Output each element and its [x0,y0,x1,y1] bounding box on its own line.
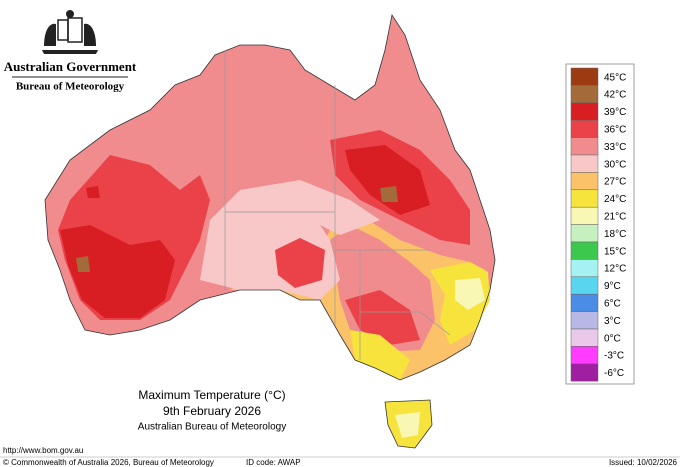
legend-swatch [570,259,599,278]
legend-label: 0°C [604,333,621,344]
legend-label: 24°C [604,194,626,205]
legend-swatch [570,276,599,295]
legend-label: 33°C [604,142,626,153]
legend-swatch [570,189,599,208]
legend-swatch [570,311,599,330]
legend-label: 9°C [604,281,621,292]
map-date: 9th February 2026 [163,404,261,418]
legend-label: 3°C [604,316,621,327]
legend-label: 18°C [604,229,626,240]
legend-swatch [570,363,599,382]
legend-label: 30°C [604,159,626,170]
coat-of-arms [42,10,98,54]
legend-label: 39°C [604,107,626,118]
legend-label: 15°C [604,246,626,257]
agency-name: Bureau of Meteorology [16,81,125,93]
legend-swatch [570,172,599,191]
legend-swatch [570,119,599,138]
legend-label: 27°C [604,177,626,188]
map-title: Maximum Temperature (°C) [138,388,285,402]
legend-swatch [570,67,599,86]
legend-swatch [570,224,599,243]
legend-label: 42°C [604,90,626,101]
legend-label: 36°C [604,125,626,136]
legend-label: 6°C [604,299,621,310]
legend-swatch [570,154,599,173]
legend-label: -6°C [604,368,624,379]
legend-swatch [570,102,599,121]
legend-label: 21°C [604,212,626,223]
map-australia [44,13,496,449]
legend-label: 12°C [604,264,626,275]
legend-swatch [570,137,599,156]
legend-swatch [570,206,599,225]
legend-label: 45°C [604,72,626,83]
issued-date: Issued: 10/02/2026 [609,458,678,467]
id-code: ID code: AWAP [246,458,301,467]
copyright: © Commonwealth of Australia 2026, Bureau… [3,458,214,467]
map-source: Australian Bureau of Meteorology [138,422,286,433]
legend-swatch [570,346,599,365]
url: http://www.bom.gov.au [3,446,83,455]
legend-label: -3°C [604,351,624,362]
legend: 45°C 42°C 39°C 36°C 33°C 30°C 27°C 24°C 21°C 18°C… [570,67,626,382]
legend-swatch [570,328,599,347]
legend-swatch [570,85,599,104]
legend-swatch [570,241,599,260]
legend-swatch [570,293,599,312]
government-name: Australian Government [4,59,137,74]
